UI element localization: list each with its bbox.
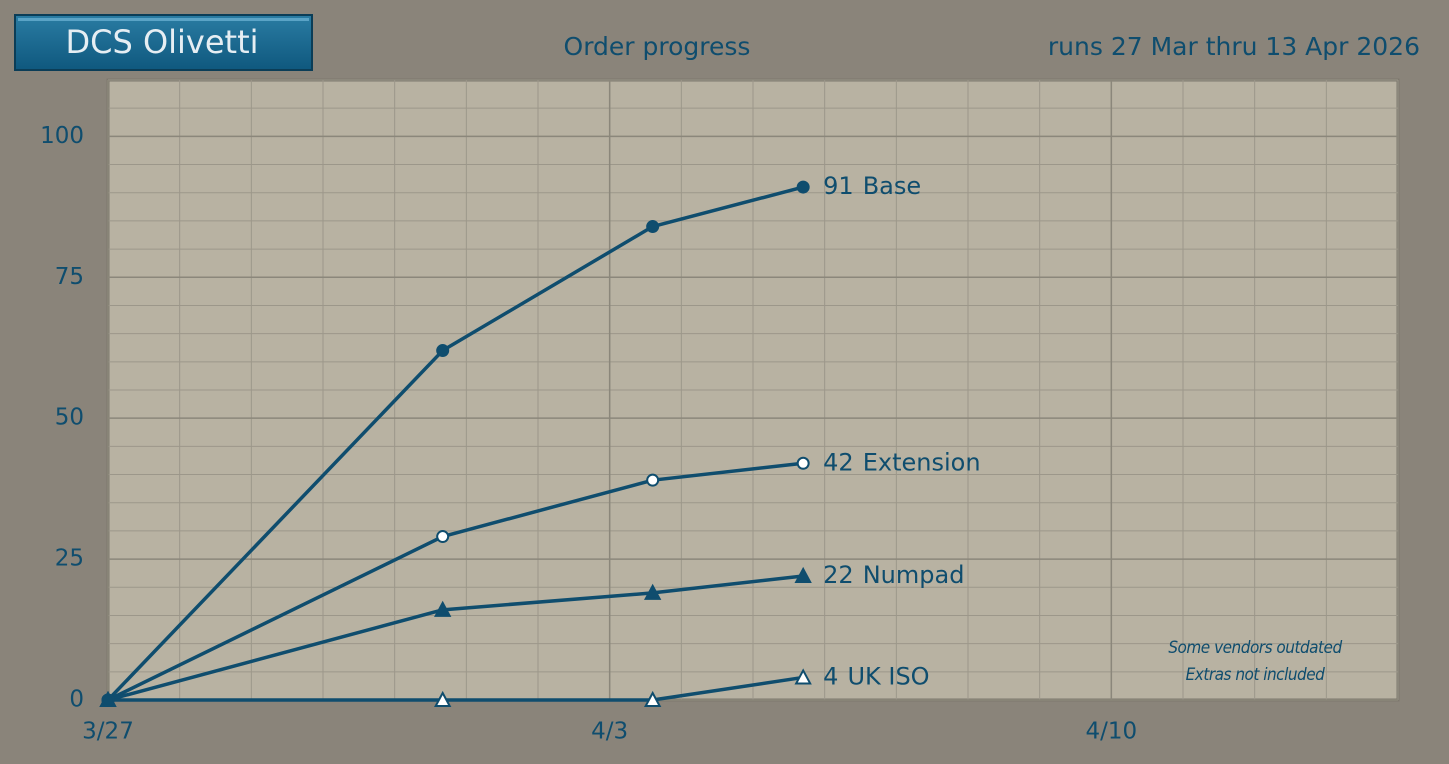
marker xyxy=(796,180,810,194)
grid xyxy=(107,79,1399,701)
y-tick-label: 100 xyxy=(40,123,84,149)
marker xyxy=(436,344,450,358)
x-tick-label: 3/27 xyxy=(82,719,134,745)
y-tick-label: 0 xyxy=(69,687,84,713)
legend-label: Extension xyxy=(863,448,981,476)
badge-highlight xyxy=(18,18,309,21)
marker xyxy=(794,668,812,685)
badge-label: DCS Olivetti xyxy=(65,23,258,61)
marker xyxy=(101,693,115,707)
chart-title: Order progress xyxy=(564,32,751,61)
marker xyxy=(646,473,660,487)
marker xyxy=(794,566,812,583)
legend-label: UK ISO xyxy=(847,662,929,690)
end-label-value: 42 xyxy=(823,448,854,476)
badge-box xyxy=(14,14,313,71)
x-tick-label: 4/10 xyxy=(1086,719,1138,745)
marker xyxy=(796,456,810,470)
chart-subtitle: runs 27 Mar thru 13 Apr 2026 xyxy=(1048,32,1420,61)
end-label: 4 UK ISO xyxy=(823,662,929,690)
series-line xyxy=(107,461,804,702)
marker xyxy=(434,600,452,617)
y-tick-label: 75 xyxy=(55,264,84,290)
end-label-value: 91 xyxy=(823,172,854,200)
marks xyxy=(99,180,812,707)
marker xyxy=(646,220,660,234)
x-tick-label: 4/3 xyxy=(591,719,628,745)
end-label: 42 Extension xyxy=(823,448,980,476)
marker xyxy=(436,530,450,544)
legend-label: Base xyxy=(863,172,921,200)
end-label-value: 4 xyxy=(823,662,838,690)
end-label: 22 Numpad xyxy=(823,561,964,589)
marker xyxy=(434,690,452,707)
y-tick-label: 25 xyxy=(55,546,84,572)
marker xyxy=(643,583,662,600)
series-line xyxy=(108,675,804,702)
series-line xyxy=(106,185,804,702)
annotation: Some vendors outdated xyxy=(1168,638,1342,658)
end-label-value: 22 xyxy=(823,561,854,589)
series-line xyxy=(107,574,804,702)
y-tick-label: 50 xyxy=(55,405,84,431)
end-label: 91 Base xyxy=(823,172,921,200)
marker xyxy=(643,690,662,707)
legend-label: Numpad xyxy=(863,561,965,589)
annotation: Extras not included xyxy=(1186,665,1326,685)
